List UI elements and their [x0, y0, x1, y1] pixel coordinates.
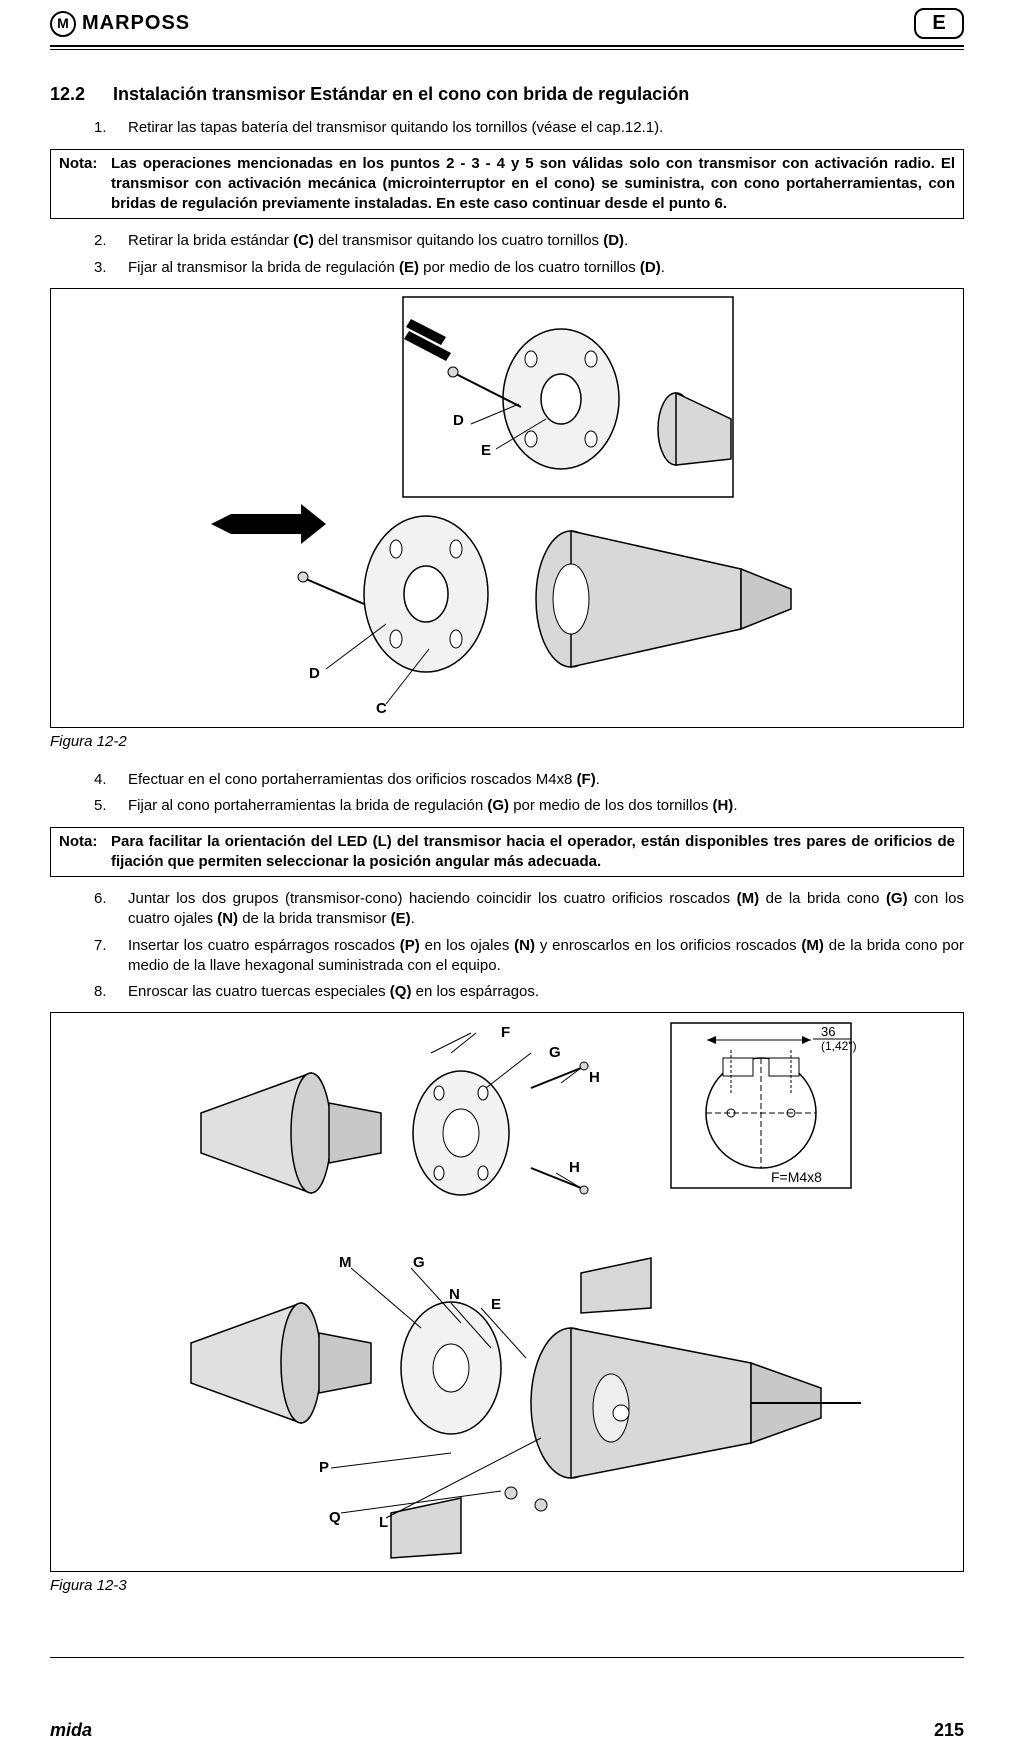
fig2-label-H1: H [589, 1068, 600, 1088]
note-text: Las operaciones mencionadas en los punto… [111, 154, 955, 215]
fig1-label-C: C [376, 699, 387, 719]
note-text: Para facilitar la orientación del LED (L… [111, 832, 955, 873]
note-label: Nota: [59, 154, 111, 215]
section-number: 12.2 [50, 84, 85, 104]
fig2-label-M: M [339, 1253, 352, 1273]
logo-text: MARPOSS [82, 10, 190, 37]
svg-text:(1,42"): (1,42") [821, 1039, 857, 1053]
step-3: 3.Fijar al transmisor la brida de regula… [128, 258, 964, 278]
figure-12-3-caption: Figura 12-3 [50, 1576, 964, 1596]
step-7: 7.Insertar los cuatro espárragos roscado… [128, 936, 964, 977]
step-2: 2.Retirar la brida estándar (C) del tran… [128, 231, 964, 251]
fig2-label-G1: G [549, 1043, 561, 1063]
section-title: 12.2 Instalación transmisor Estándar en e… [50, 82, 964, 106]
step-6: 6.Juntar los dos grupos (transmisor-cono… [128, 889, 964, 930]
fig1-label-D1: D [453, 411, 464, 431]
fig2-label-P: P [319, 1458, 329, 1478]
logo: M MARPOSS [50, 10, 190, 37]
language-badge: E [914, 8, 964, 39]
note-box-2: Nota: Para facilitar la orientación del … [50, 827, 964, 878]
fig2-label-H2: H [569, 1158, 580, 1178]
step-1: 1.Retirar las tapas batería del transmis… [128, 118, 964, 138]
footer-brand: mida [50, 1718, 92, 1742]
header: M MARPOSS E [50, 0, 964, 45]
figure-12-2: D E D C [50, 288, 964, 728]
fig1-label-E: E [481, 441, 491, 461]
page-number: 215 [934, 1718, 964, 1742]
fig2-label-Fspec: F=M4x8 [771, 1168, 822, 1187]
figure-12-2-caption: Figura 12-2 [50, 732, 964, 752]
step-4: 4.Efectuar en el cono portaherramientas … [128, 770, 964, 790]
footer: mida 215 [50, 1718, 964, 1742]
footer-divider [50, 1657, 964, 1658]
divider [50, 49, 964, 50]
fig2-label-F: F [501, 1023, 510, 1043]
step-5: 5.Fijar al cono portaherramientas la bri… [128, 796, 964, 816]
fig2-label-N: N [449, 1285, 460, 1305]
note-box-1: Nota: Las operaciones mencionadas en los… [50, 149, 964, 220]
fig2-label-E: E [491, 1295, 501, 1315]
step-8: 8.Enroscar las cuatro tuercas especiales… [128, 982, 964, 1002]
fig2-label-L: L [379, 1513, 388, 1533]
figure-12-3: 36 (1,42") [50, 1012, 964, 1572]
section-heading: Instalación transmisor Estándar en el co… [113, 84, 689, 104]
svg-text:36: 36 [821, 1024, 835, 1039]
fig1-label-D2: D [309, 664, 320, 684]
note-label: Nota: [59, 832, 111, 873]
divider [50, 45, 964, 47]
fig2-label-Q: Q [329, 1508, 341, 1528]
logo-mark-icon: M [50, 11, 76, 37]
fig2-label-G2: G [413, 1253, 425, 1273]
